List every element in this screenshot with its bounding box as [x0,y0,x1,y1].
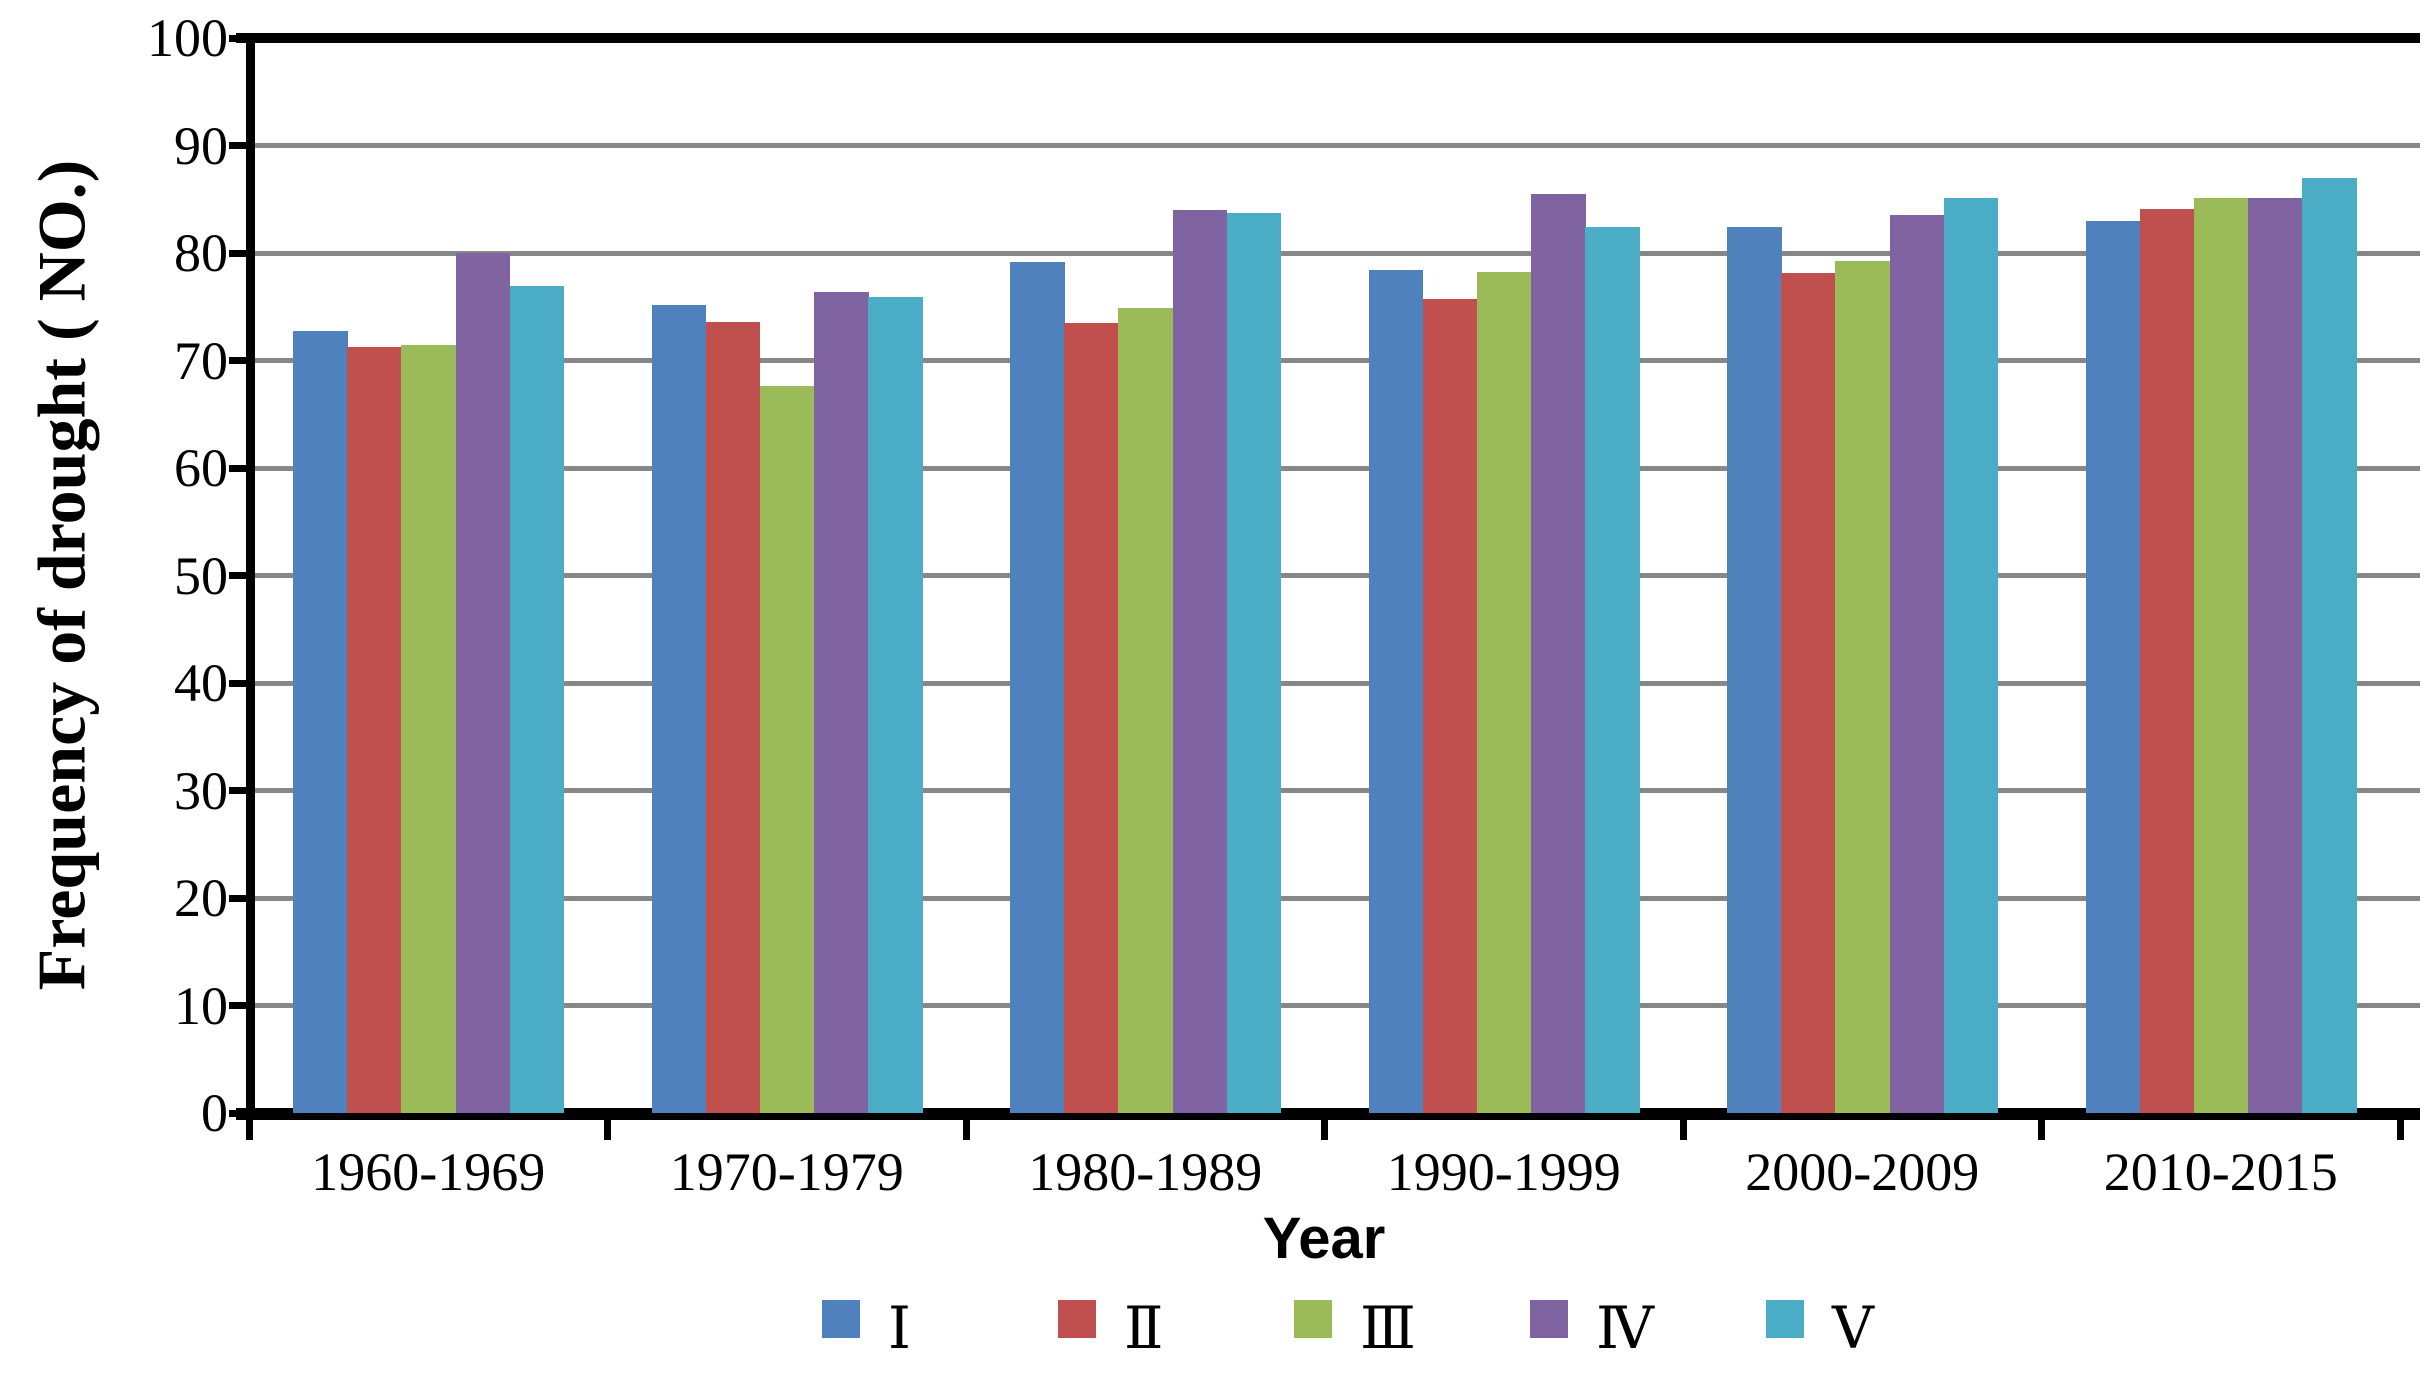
y-tick-mark-20 [229,894,253,902]
gridline-50 [253,573,2420,578]
category-label-1990-1999: 1990-1999 [1386,1142,1621,1202]
bar-V-1980-1989 [1226,213,1282,1113]
bar-IV-1990-1999 [1531,193,1586,1113]
bar-IV-1980-1989 [1172,210,1228,1113]
bar-II-2010-2015 [2139,208,2195,1113]
bar-I-1980-1989 [1010,261,1065,1113]
y-tick-label-60: 60 [174,438,228,498]
legend-label-V: Ⅴ [1832,1294,1874,1362]
bar-IV-1960-1969 [455,253,511,1113]
x-tick-mark-5 [2038,1113,2045,1140]
y-tick-label-30: 30 [174,760,228,821]
legend-swatch-I [822,1300,860,1338]
bar-II-2000-2009 [1781,273,1836,1113]
legend-swatch-III [1294,1300,1332,1338]
gridline-10 [253,1003,2420,1008]
plot-top-border [236,33,2420,43]
y-tick-mark-40 [229,679,253,687]
bar-I-1960-1969 [293,331,348,1113]
y-tick-mark-70 [229,357,253,364]
legend-swatch-V [1766,1300,1804,1338]
category-label-2010-2015: 2010-2015 [2103,1142,2338,1202]
y-tick-label-10: 10 [174,975,228,1036]
y-tick-mark-50 [229,572,253,579]
y-tick-label-70: 70 [174,330,228,391]
y-tick-label-0: 0 [201,1083,228,1143]
bar-I-1990-1999 [1368,270,1424,1113]
category-label-1960-1969: 1960-1969 [311,1142,546,1202]
bar-IV-2000-2009 [1889,215,1945,1113]
bar-III-1980-1989 [1118,307,1174,1113]
bar-V-2010-2015 [2302,177,2357,1113]
y-tick-mark-90 [229,142,253,149]
gridline-70 [253,358,2420,363]
y-tick-label-40: 40 [174,653,228,713]
y-tick-mark-80 [229,249,253,257]
category-label-1970-1979: 1970-1979 [669,1142,904,1202]
gridline-20 [253,895,2420,901]
gridline-80 [253,250,2420,256]
bar-III-2010-2015 [2193,198,2249,1113]
bar-III-1960-1969 [401,345,457,1113]
gridline-30 [253,788,2420,793]
bar-I-2010-2015 [2085,220,2141,1113]
bar-III-2000-2009 [1835,260,1891,1113]
legend-label-I: Ⅰ [888,1294,911,1362]
bar-IV-2010-2015 [2248,198,2303,1113]
bar-II-1970-1979 [705,321,761,1113]
x-axis-title: Year [1262,1206,1386,1271]
x-tick-mark-1 [604,1113,611,1140]
y-tick-label-100: 100 [147,8,228,68]
legend-label-III: Ⅲ [1360,1294,1416,1362]
category-label-1980-1989: 1980-1989 [1028,1142,1263,1202]
bar-V-1970-1979 [868,297,923,1113]
bar-II-1960-1969 [347,346,402,1113]
x-tick-mark-2 [962,1113,970,1140]
y-tick-mark-60 [229,464,253,472]
legend-swatch-II [1058,1300,1096,1338]
bar-III-1990-1999 [1476,272,1532,1113]
x-tick-mark-3 [1321,1113,1328,1140]
y-tick-label-80: 80 [174,223,228,283]
category-label-2000-2009: 2000-2009 [1745,1142,1980,1202]
y-tick-label-50: 50 [174,545,228,606]
bar-I-2000-2009 [1727,227,1782,1113]
bar-IV-1970-1979 [814,291,869,1113]
gridline-90 [253,143,2420,148]
gridline-60 [253,465,2420,471]
bar-II-1990-1999 [1422,299,1478,1113]
y-tick-mark-0 [229,1109,253,1117]
legend-label-II: Ⅱ [1124,1294,1164,1362]
bar-V-1960-1969 [509,286,565,1113]
bar-I-1970-1979 [651,304,707,1113]
bar-II-1980-1989 [1064,322,1119,1113]
legend-label-IV: Ⅳ [1596,1294,1654,1362]
x-tick-mark-4 [1679,1113,1687,1140]
y-tick-mark-100 [229,34,253,42]
bar-V-1990-1999 [1585,227,1640,1113]
y-tick-mark-10 [229,1002,253,1009]
y-tick-mark-30 [229,787,253,794]
y-tick-label-90: 90 [174,115,228,176]
legend-swatch-IV [1530,1300,1568,1338]
y-tick-label-20: 20 [174,868,228,928]
x-tick-mark-0 [245,1113,253,1140]
bar-V-2000-2009 [1943,198,1999,1113]
bar-III-1970-1979 [759,386,815,1113]
x-tick-mark-6 [2396,1113,2404,1140]
gridline-40 [253,680,2420,686]
